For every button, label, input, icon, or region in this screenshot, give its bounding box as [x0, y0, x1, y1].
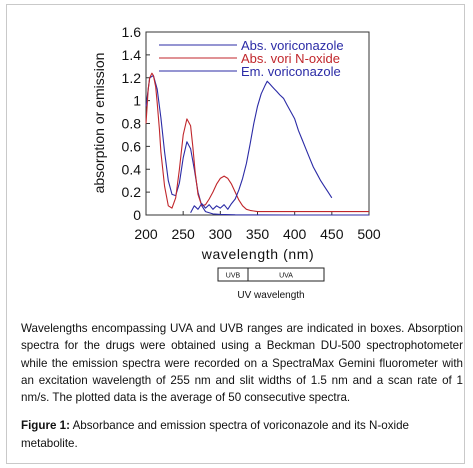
x-tick-label: 250 — [171, 226, 195, 242]
legend-label: Abs. vori N-oxide — [241, 51, 340, 66]
legend-label: Em. voriconazole — [241, 64, 341, 79]
caption-body: Wavelengths encompassing UVA and UVB ran… — [21, 322, 463, 405]
uv-range-box: UVB UVA UV wavelength — [217, 267, 325, 301]
legend-label: Abs. voriconazole — [241, 38, 344, 53]
x-tick-label: 300 — [209, 226, 233, 242]
uva-label: UVA — [279, 273, 293, 280]
spectra-chart: 0 0.2 0.4 0.6 0.8 1 1.2 1.4 1.6 200 250 300 350 400 4… — [91, 24, 381, 301]
y-tick-label: 1.2 — [122, 70, 142, 86]
series-line-2 — [190, 80, 333, 213]
y-tick-label: 0.8 — [122, 116, 142, 132]
x-tick-label: 500 — [357, 226, 381, 242]
x-axis-label: wavelength (nm) — [201, 246, 315, 262]
y-tick-label: 0.4 — [122, 161, 142, 177]
y-tick-label: 0.2 — [122, 184, 142, 200]
y-tick-label: 1.6 — [122, 24, 142, 40]
x-tick-label: 350 — [246, 226, 270, 242]
uva-box — [247, 267, 325, 282]
series-line-1 — [145, 72, 369, 213]
x-tick-label: 450 — [320, 226, 344, 242]
figure-title: Figure 1: Absorbance and emission spectr… — [21, 417, 463, 452]
y-axis-ticks: 0 0.2 0.4 0.6 0.8 1 1.2 1.4 1.6 — [122, 24, 150, 223]
y-tick-label: 1.4 — [122, 47, 142, 63]
x-tick-label: 200 — [134, 226, 158, 242]
figure-caption: Wavelengths encompassing UVA and UVB ran… — [21, 320, 463, 452]
y-axis-label: absorption or emission — [91, 53, 107, 194]
y-tick-label: 1 — [133, 93, 141, 109]
y-tick-label: 0.6 — [122, 138, 142, 154]
figure-card: 0 0.2 0.4 0.6 0.8 1 1.2 1.4 1.6 200 250 300 350 400 4… — [6, 4, 465, 464]
x-axis-ticks: 200 250 300 350 400 450 500 — [134, 211, 381, 242]
series-lines — [145, 72, 369, 216]
figure-label: Figure 1: — [21, 419, 70, 433]
series-line-0 — [145, 74, 369, 216]
uvb-label: UVB — [226, 273, 241, 280]
y-tick-label: 0 — [133, 207, 141, 223]
uv-wavelength-label: UV wavelength — [237, 290, 304, 301]
figure-title-text: Absorbance and emission spectra of voric… — [21, 419, 409, 450]
x-tick-label: 400 — [283, 226, 307, 242]
